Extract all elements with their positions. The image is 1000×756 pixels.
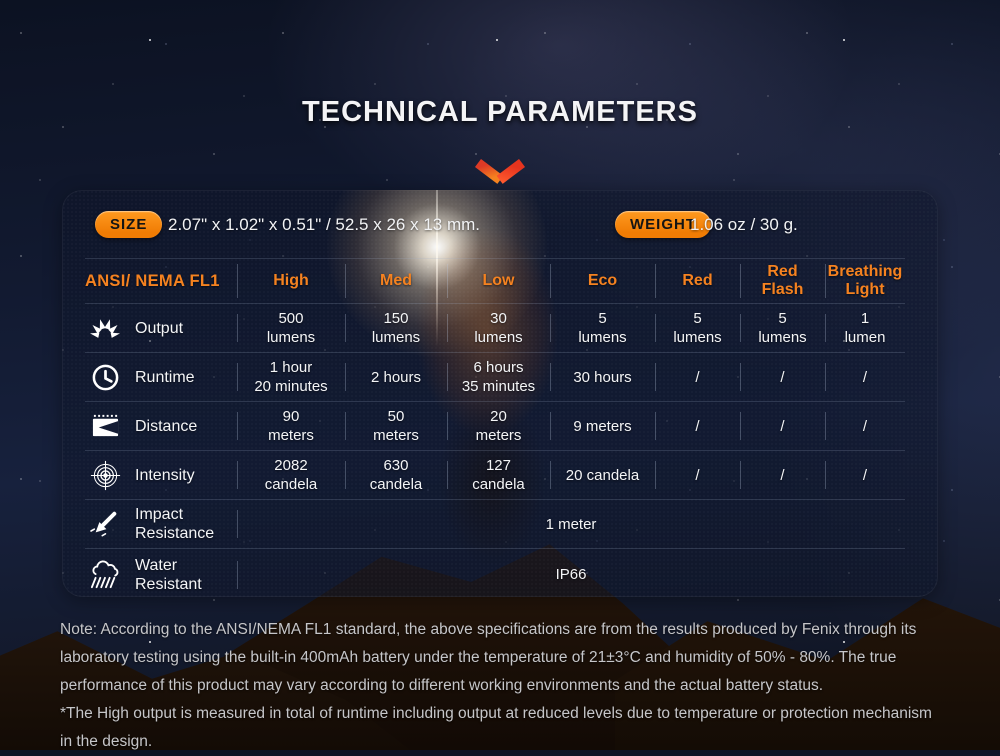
table-row-runtime: Runtime 1 hour 20 minutes 2 hours 6 hour… bbox=[85, 352, 905, 401]
output-low: 30 lumens bbox=[447, 304, 550, 352]
header-eco: Eco bbox=[550, 259, 655, 303]
footnotes: Note: According to the ANSI/NEMA FL1 sta… bbox=[60, 616, 942, 756]
size-badge: SIZE bbox=[95, 211, 163, 238]
chevron-down-icon bbox=[474, 153, 526, 184]
table-row-distance: Distance 90 meters 50 meters 20 meters 9… bbox=[85, 401, 905, 450]
runtime-high: 1 hour 20 minutes bbox=[237, 353, 345, 401]
output-breathing: 1 lumen bbox=[825, 304, 905, 352]
weight-value: 1.06 oz / 30 g. bbox=[690, 215, 798, 234]
runtime-label-cell: Runtime bbox=[85, 353, 237, 401]
distance-breathing: / bbox=[825, 402, 905, 450]
page-title: TECHNICAL PARAMETERS bbox=[302, 96, 698, 128]
table-header-row: ANSI/ NEMA FL1 High Med Low Eco Red Red … bbox=[85, 258, 905, 303]
clock-icon bbox=[85, 363, 125, 392]
water-value: IP66 bbox=[237, 549, 905, 597]
header-med: Med bbox=[345, 259, 447, 303]
intensity-red: / bbox=[655, 451, 740, 499]
note-paragraph-2: *The High output is measured in total of… bbox=[60, 705, 932, 750]
header-breathing-light: Breathing Light bbox=[825, 259, 905, 303]
output-red-flash: 5 lumens bbox=[740, 304, 825, 352]
distance-eco: 9 meters bbox=[550, 402, 655, 450]
rain-cloud-icon bbox=[85, 559, 125, 590]
output-eco: 5 lumens bbox=[550, 304, 655, 352]
output-med: 150 lumens bbox=[345, 304, 447, 352]
distance-label: Distance bbox=[135, 417, 198, 435]
intensity-high: 2082 candela bbox=[237, 451, 345, 499]
runtime-red-flash: / bbox=[740, 353, 825, 401]
output-label: Output bbox=[135, 319, 184, 337]
runtime-eco: 30 hours bbox=[550, 353, 655, 401]
impact-arrow-icon bbox=[85, 510, 125, 538]
note-paragraph-1: Note: According to the ANSI/NEMA FL1 sta… bbox=[60, 621, 917, 694]
distance-low: 20 meters bbox=[447, 402, 550, 450]
impact-label-cell: Impact Resistance bbox=[85, 500, 237, 548]
header-high: High bbox=[237, 259, 345, 303]
header-red-flash: Red Flash bbox=[740, 259, 825, 303]
table-row-impact-resistance: Impact Resistance 1 meter bbox=[85, 499, 905, 548]
beam-distance-icon bbox=[85, 412, 125, 441]
output-red: 5 lumens bbox=[655, 304, 740, 352]
impact-value: 1 meter bbox=[237, 500, 905, 548]
header-ansi-nema-fl1: ANSI/ NEMA FL1 bbox=[85, 272, 220, 290]
spec-table: ANSI/ NEMA FL1 High Med Low Eco Red Red … bbox=[85, 258, 905, 597]
intensity-red-flash: / bbox=[740, 451, 825, 499]
spec-panel: SIZE 2.07" x 1.02" x 0.51" / 52.5 x 26 x… bbox=[62, 190, 938, 597]
intensity-eco: 20 candela bbox=[550, 451, 655, 499]
intensity-med: 630 candela bbox=[345, 451, 447, 499]
table-row-output: Output 500 lumens 150 lumens 30 lumens 5… bbox=[85, 303, 905, 352]
runtime-label: Runtime bbox=[135, 368, 195, 386]
table-row-intensity: Intensity 2082 candela 630 candela 127 c… bbox=[85, 450, 905, 499]
distance-red: / bbox=[655, 402, 740, 450]
target-crosshair-icon bbox=[85, 460, 125, 491]
output-high: 500 lumens bbox=[237, 304, 345, 352]
light-output-rays-icon bbox=[85, 315, 125, 342]
size-value: 2.07" x 1.02" x 0.51" / 52.5 x 26 x 13 m… bbox=[168, 215, 480, 234]
distance-red-flash: / bbox=[740, 402, 825, 450]
distance-med: 50 meters bbox=[345, 402, 447, 450]
intensity-breathing: / bbox=[825, 451, 905, 499]
distance-label-cell: Distance bbox=[85, 402, 237, 450]
runtime-low: 6 hours 35 minutes bbox=[447, 353, 550, 401]
weight-badge: WEIGHT bbox=[615, 211, 711, 238]
runtime-red: / bbox=[655, 353, 740, 401]
output-label-cell: Output bbox=[85, 304, 237, 352]
water-label-cell: Water Resistant bbox=[85, 549, 237, 597]
header-low: Low bbox=[447, 259, 550, 303]
intensity-low: 127 candela bbox=[447, 451, 550, 499]
distance-high: 90 meters bbox=[237, 402, 345, 450]
runtime-breathing: / bbox=[825, 353, 905, 401]
runtime-med: 2 hours bbox=[345, 353, 447, 401]
intensity-label-cell: Intensity bbox=[85, 451, 237, 499]
impact-label: Impact Resistance bbox=[135, 506, 215, 542]
intensity-label: Intensity bbox=[135, 466, 195, 484]
water-label: Water Resistant bbox=[135, 556, 202, 593]
table-row-water-resistant: Water Resistant IP66 bbox=[85, 548, 905, 597]
header-red: Red bbox=[655, 259, 740, 303]
